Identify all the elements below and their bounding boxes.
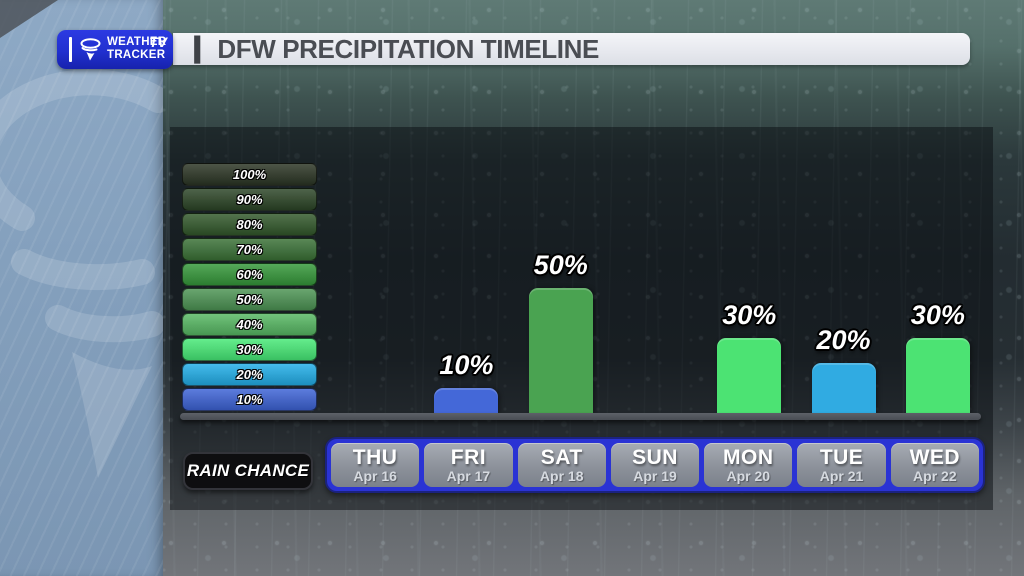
day-date: Apr 18: [539, 467, 584, 484]
day-name: WED: [909, 445, 961, 469]
day-box-sat: SAT Apr 18: [517, 443, 606, 487]
day-name: SUN: [632, 445, 678, 469]
legend-item-label: 60%: [236, 267, 263, 282]
legend-item: 60%: [182, 263, 317, 286]
day-date: Apr 21: [819, 467, 864, 484]
header-title-bar: | DFW PRECIPITATION TIMELINE: [173, 30, 970, 65]
weather-tracker-logo: WEATHER TRACKER TV: [57, 30, 173, 69]
logo-tv-badge: TV: [149, 34, 167, 50]
legend-item: 90%: [182, 188, 317, 211]
legend-item: 50%: [182, 288, 317, 311]
chart-column-tue: 20%: [796, 237, 890, 413]
chart-columns: 10% 50% 30% 20% 30%: [325, 237, 985, 413]
logo-divider: [69, 37, 72, 62]
logo-wordmark: WEATHER TRACKER: [107, 36, 166, 62]
legend-item: 10%: [182, 388, 317, 411]
legend-item-label: 50%: [236, 292, 263, 307]
legend-item-label: 100%: [232, 167, 267, 182]
day-box-mon: MON Apr 20: [704, 443, 793, 487]
day-date: Apr 17: [446, 467, 491, 484]
tornado-watermark: [0, 69, 163, 478]
rain-chance-pill: RAIN CHANCE: [183, 452, 313, 490]
bar-tue: [811, 363, 876, 413]
rain-chance-label: RAIN CHANCE: [186, 461, 310, 480]
bar-fri: [434, 388, 499, 413]
legend-item-label: 30%: [236, 342, 263, 357]
left-brand-band: [0, 0, 163, 576]
legend-item: 20%: [182, 363, 317, 386]
chart-column-wed: 30%: [891, 237, 985, 413]
bar-value-label: 30%: [722, 300, 777, 330]
chart-column-thu: [325, 237, 419, 413]
day-date: Apr 22: [913, 467, 957, 484]
day-date: Apr 20: [726, 467, 771, 484]
day-box-fri: FRI Apr 17: [424, 443, 513, 487]
legend-item-label: 10%: [236, 392, 263, 407]
legend-item-label: 90%: [236, 192, 263, 207]
day-name: SAT: [540, 445, 583, 469]
tornado-icon: [80, 38, 101, 61]
chart-baseline: [180, 413, 981, 420]
day-name: FRI: [450, 445, 487, 469]
rain-chance-legend: 100% 90% 80% 70% 60% 50% 40% 30% 20% 10%: [182, 163, 317, 413]
day-box-sun: SUN Apr 19: [610, 443, 700, 487]
logo-line-tracker: TRACKER: [107, 49, 166, 61]
day-box-thu: THU Apr 16: [331, 443, 420, 487]
bar-value-label: 50%: [533, 250, 588, 280]
legend-item: 80%: [182, 213, 317, 236]
bar-sat: [528, 288, 593, 413]
bar-value-label: 20%: [816, 325, 871, 355]
day-date: Apr 16: [353, 467, 397, 484]
day-date: Apr 19: [633, 467, 677, 484]
day-box-tue: TUE Apr 21: [797, 443, 886, 487]
day-name: TUE: [819, 445, 864, 469]
day-name: MON: [723, 445, 774, 469]
chart-column-mon: 30%: [702, 237, 796, 413]
bar-value-label: 10%: [439, 350, 494, 380]
legend-item: 40%: [182, 313, 317, 336]
legend-item-label: 80%: [236, 217, 263, 232]
title-divider: |: [190, 30, 204, 64]
legend-item: 70%: [182, 238, 317, 261]
bar-wed: [905, 338, 970, 413]
legend-item-label: 20%: [236, 367, 263, 382]
diagonal-stripes: [0, 0, 163, 576]
page-title: DFW PRECIPITATION TIMELINE: [217, 33, 599, 64]
chart-column-sun: [608, 237, 702, 413]
day-box-wed: WED Apr 22: [890, 443, 979, 487]
legend-item: 100%: [182, 163, 317, 186]
logo-line-weather: WEATHER: [107, 36, 167, 48]
bar-mon: [717, 338, 782, 413]
legend-item: 30%: [182, 338, 317, 361]
legend-item-label: 70%: [236, 242, 263, 257]
legend-item-label: 40%: [236, 317, 263, 332]
day-axis-strip: THU Apr 16 FRI Apr 17 SAT Apr 18 SUN Apr 19 MON A…: [325, 437, 985, 493]
day-name: THU: [352, 445, 398, 469]
chart-column-fri: 10%: [419, 237, 513, 413]
bar-value-label: 30%: [910, 300, 965, 330]
chart-column-sat: 50%: [514, 237, 608, 413]
